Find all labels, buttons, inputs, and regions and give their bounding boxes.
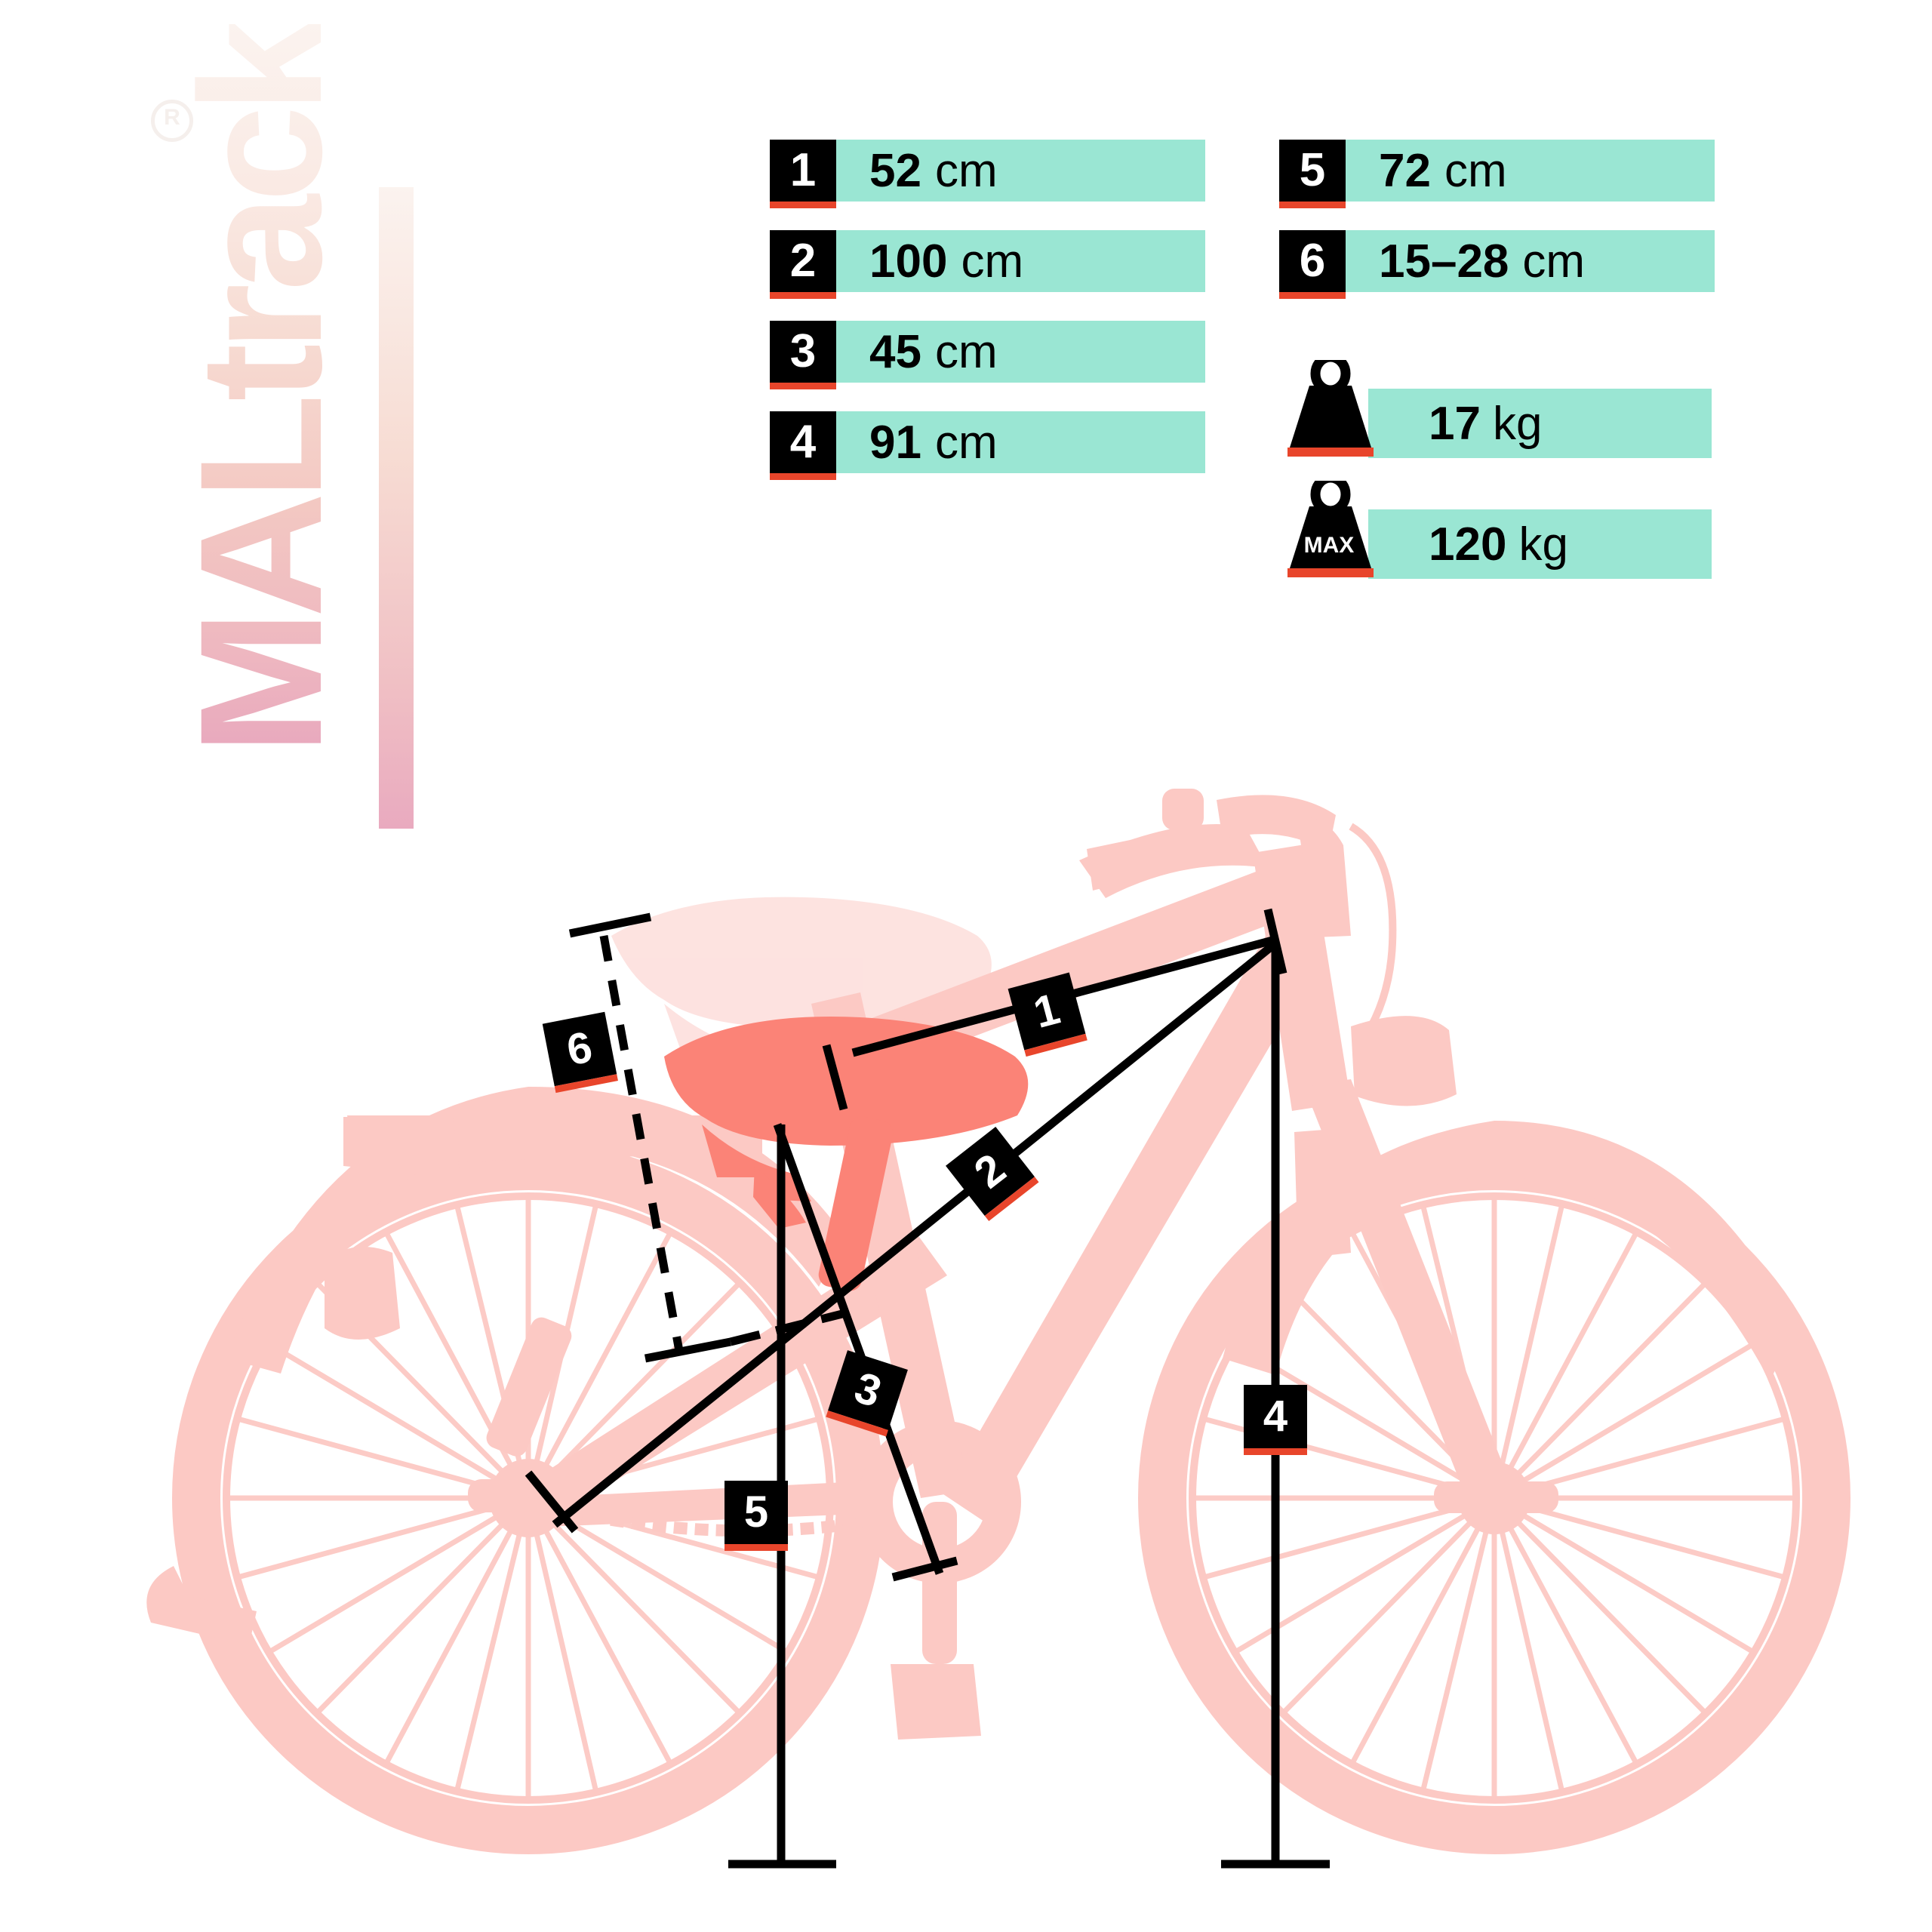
- spec-badge-4: 4: [770, 411, 836, 480]
- spec-unit-2: cm: [961, 235, 1024, 288]
- weight-unit-bike: kg: [1492, 397, 1543, 450]
- spec-value-5: 72 cm: [1346, 140, 1715, 202]
- cap-6-bottom: [644, 1337, 732, 1363]
- spec-number-4: 91: [869, 416, 921, 469]
- weight-value-max-load: 120 kg: [1368, 509, 1712, 579]
- spec-row-2: 2 100 cm: [770, 230, 1205, 299]
- cap-handlebar: [1263, 908, 1287, 975]
- spec-number-1: 52: [869, 144, 921, 197]
- cap-bottom-bracket: [891, 1556, 958, 1582]
- measure-line-2[interactable]: [552, 940, 1278, 1528]
- spec-badge-2: 2: [770, 230, 836, 299]
- spec-unit-4: cm: [934, 416, 998, 469]
- head-tube: [1253, 844, 1351, 1111]
- brake-cable: [1349, 823, 1397, 1038]
- weight-unit-max-load: kg: [1518, 518, 1568, 571]
- spec-badge-3: 3: [770, 321, 836, 389]
- spec-badge-6: 6: [1279, 230, 1346, 299]
- bicycle-silhouette: [146, 789, 1850, 1854]
- weight-row-max-load: MAX 120 kg: [1279, 481, 1715, 579]
- cap-6-top: [568, 912, 652, 938]
- spec-row-5: 5 72 cm: [1279, 140, 1715, 208]
- front-fork: [1304, 1079, 1513, 1502]
- weight-number-bike: 17: [1429, 397, 1481, 450]
- logo-accent-bar: [379, 187, 414, 829]
- max-weight-icon: MAX: [1287, 481, 1374, 577]
- spec-unit-3: cm: [934, 325, 998, 378]
- spec-unit-1: cm: [934, 144, 998, 197]
- spec-unit-5: cm: [1444, 144, 1507, 197]
- measure-line-6-dashed[interactable]: [599, 935, 684, 1352]
- spec-number-3: 45: [869, 325, 921, 378]
- brake-lever: [1297, 815, 1351, 937]
- weight-icon: [1287, 360, 1374, 457]
- cap-rear-hub: [525, 1470, 579, 1534]
- cap-saddle-top: [822, 1044, 848, 1111]
- spec-row-6: 6 15–28 cm: [1279, 230, 1715, 299]
- measure-6-base-guide: [729, 1309, 847, 1346]
- handlebar-grip-left: [1087, 830, 1181, 891]
- spec-unit-6: cm: [1522, 235, 1586, 288]
- spec-value-4: 91 cm: [836, 411, 1205, 473]
- spec-column-right: 5 72 cm 6 15–28 cm: [1279, 140, 1715, 601]
- rack-rail: [343, 1117, 460, 1177]
- spec-number-5: 72: [1379, 144, 1431, 197]
- crank-arm: [922, 1502, 957, 1664]
- spec-value-6: 15–28 cm: [1346, 230, 1715, 292]
- rear-lamp: [325, 1247, 400, 1340]
- weight-value-bike: 17 kg: [1368, 389, 1712, 458]
- bell: [1162, 789, 1204, 830]
- spec-badge-1: 1: [770, 140, 836, 208]
- spec-value-1: 52 cm: [836, 140, 1205, 202]
- down-tube: [943, 932, 1317, 1524]
- measure-line-3[interactable]: [773, 1123, 944, 1575]
- brand-logo: MALtrack R: [91, 24, 414, 829]
- headlight: [1351, 1016, 1457, 1106]
- spec-row-1: 1 52 cm: [770, 140, 1205, 208]
- weight-row-bike: 17 kg: [1279, 360, 1715, 458]
- spec-row-4: 4 91 cm: [770, 411, 1205, 480]
- spec-badge-5: 5: [1279, 140, 1346, 208]
- saddle-highlight: [664, 1017, 1029, 1291]
- max-label: MAX: [1304, 533, 1355, 558]
- spec-row-3: 3 45 cm: [770, 321, 1205, 389]
- pedal: [891, 1664, 981, 1740]
- spec-value-2: 100 cm: [836, 230, 1205, 292]
- spec-column-left: 1 52 cm 2 100 cm 3 45 cm: [770, 140, 1205, 502]
- callout-plate-5[interactable]: 5: [724, 1481, 788, 1551]
- spec-number-2: 100: [869, 235, 948, 288]
- callout-plate-6[interactable]: 6: [542, 1011, 617, 1087]
- callout-plate-4[interactable]: 4: [1244, 1385, 1307, 1455]
- brake-caliper: [1294, 1128, 1351, 1259]
- spec-value-3: 45 cm: [836, 321, 1205, 383]
- registered-trademark-icon: R: [151, 100, 193, 142]
- kickstand: [146, 1566, 257, 1645]
- weight-number-max-load: 120: [1429, 518, 1507, 571]
- spec-number-6: 15–28: [1379, 235, 1509, 288]
